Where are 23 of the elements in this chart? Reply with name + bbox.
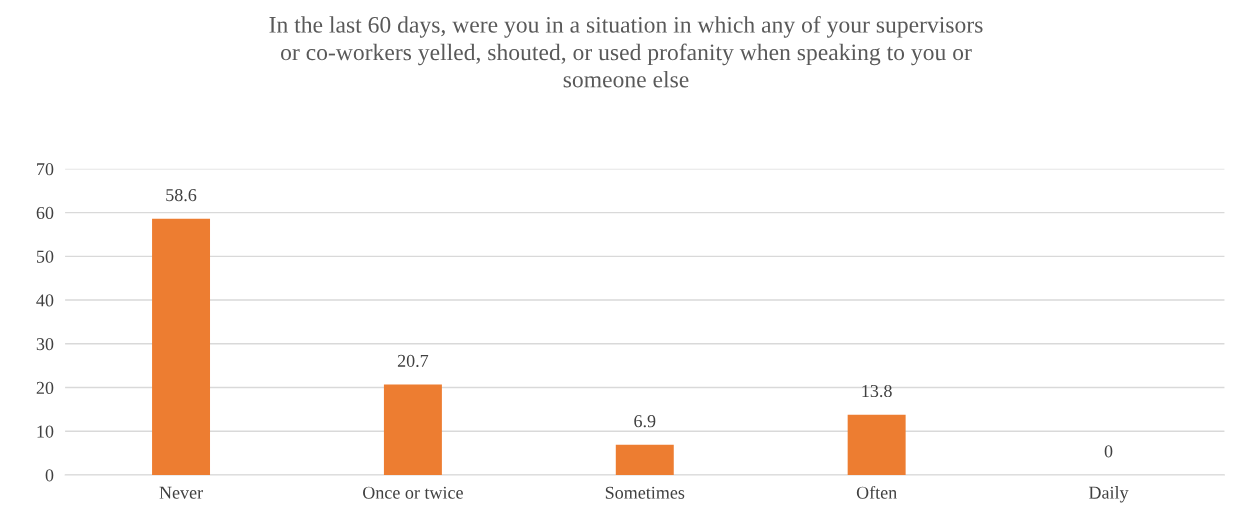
y-tick-label: 60 — [36, 206, 54, 220]
data-label: 0 — [1104, 445, 1113, 458]
data-label: 58.6 — [166, 188, 197, 202]
bar — [383, 384, 442, 475]
y-tick-label: 50 — [36, 250, 54, 263]
x-tick-label: Daily — [1088, 486, 1129, 503]
chart-title: In the last 60 days, were you in a situation in which any of your supervisors or co-workers yelled, shouted, or used profanity when speaking to you or someone else — [269, 15, 983, 88]
y-tick-label: 30 — [36, 338, 54, 351]
x-tick-label: Once or twice — [363, 486, 463, 499]
x-tick-label: Often — [856, 485, 897, 499]
y-tick-label: 20 — [36, 381, 54, 394]
data-label: 20.7 — [397, 354, 429, 367]
data-label: 6.9 — [634, 415, 656, 428]
y-tick-label: 10 — [37, 425, 54, 438]
y-tick-label: 40 — [36, 294, 54, 307]
bar — [847, 414, 906, 475]
x-tick-label: Sometimes — [605, 486, 685, 499]
data-label: 13.8 — [862, 384, 892, 398]
bar — [615, 444, 674, 475]
bar — [152, 218, 211, 475]
y-tick-label: 70 — [37, 163, 54, 176]
y-tick-label: 0 — [45, 469, 54, 482]
x-tick-label: Never — [159, 486, 203, 499]
